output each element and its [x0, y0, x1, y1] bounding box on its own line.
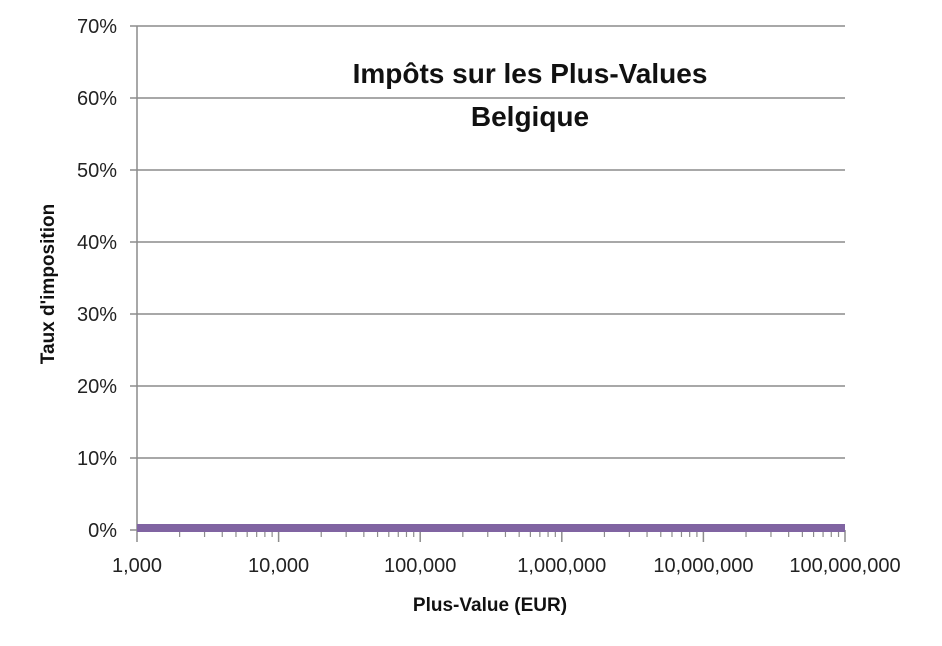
x-tick-labels: 1,000 10,000 100,000 1,000,000 10,000,000 100…	[112, 555, 901, 577]
chart-title: Impôts sur les Plus-Values	[353, 58, 708, 89]
x-tick-label: 1,000	[112, 555, 162, 577]
y-tick-label: 70%	[77, 16, 117, 38]
x-tick-label: 100,000,000	[789, 555, 900, 577]
y-tick-labels: 0% 10% 20% 30% 40% 50% 60% 70%	[77, 16, 117, 542]
x-tick-label: 10,000,000	[653, 555, 753, 577]
gridlines	[137, 25, 845, 459]
y-tick-label: 30%	[77, 304, 117, 326]
y-axis-title: Taux d'imposition	[38, 204, 59, 364]
y-tick-label: 20%	[77, 376, 117, 398]
x-tick-label: 10,000	[248, 555, 309, 577]
y-tick-label: 0%	[88, 520, 117, 542]
y-tick-label: 10%	[77, 448, 117, 470]
x-axis-title: Plus-Value (EUR)	[413, 595, 567, 616]
y-tick-label: 50%	[77, 160, 117, 182]
y-tick-label: 40%	[77, 232, 117, 254]
chart-subtitle: Belgique	[471, 101, 589, 132]
x-tick-label: 100,000	[384, 555, 456, 577]
y-tick-label: 60%	[77, 88, 117, 110]
x-tick-label: 1,000,000	[517, 555, 606, 577]
